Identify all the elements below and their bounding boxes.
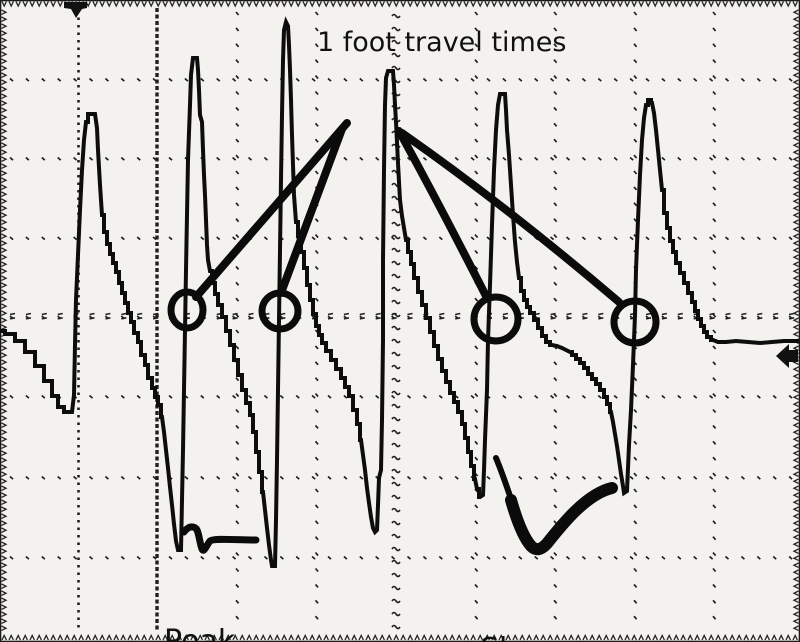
marker-circles [167, 288, 660, 347]
zero-crossing-circle-3 [470, 293, 522, 345]
hand-marks [180, 455, 618, 556]
pointer-lines [192, 119, 623, 306]
slower-speed-label: Slower speed [480, 567, 581, 642]
slower-speed-line1: Slower [480, 633, 581, 642]
graticule-grid [9, 8, 795, 632]
trigger-position-down-arrow-icon [64, 2, 87, 18]
title-annotation: 1 foot travel times [317, 27, 567, 58]
peak-speed-line1: Peak [164, 624, 236, 642]
travel-time-pointer-line-1 [192, 119, 351, 301]
slower-speed-mark [505, 482, 618, 556]
zero-crossing-circle-4 [610, 297, 660, 347]
waveform-trace [0, 16, 799, 568]
zero-crossing-circle-1 [167, 288, 207, 332]
peak-speed-label: Peak speed [164, 559, 255, 642]
travel-time-pointer-line-2 [277, 125, 346, 297]
ground-level-left-arrow-icon [776, 344, 798, 368]
travel-time-pointer-line-3 [395, 127, 491, 302]
travel-time-pointer-line-4 [398, 129, 623, 306]
peak-speed-mark [180, 523, 260, 554]
